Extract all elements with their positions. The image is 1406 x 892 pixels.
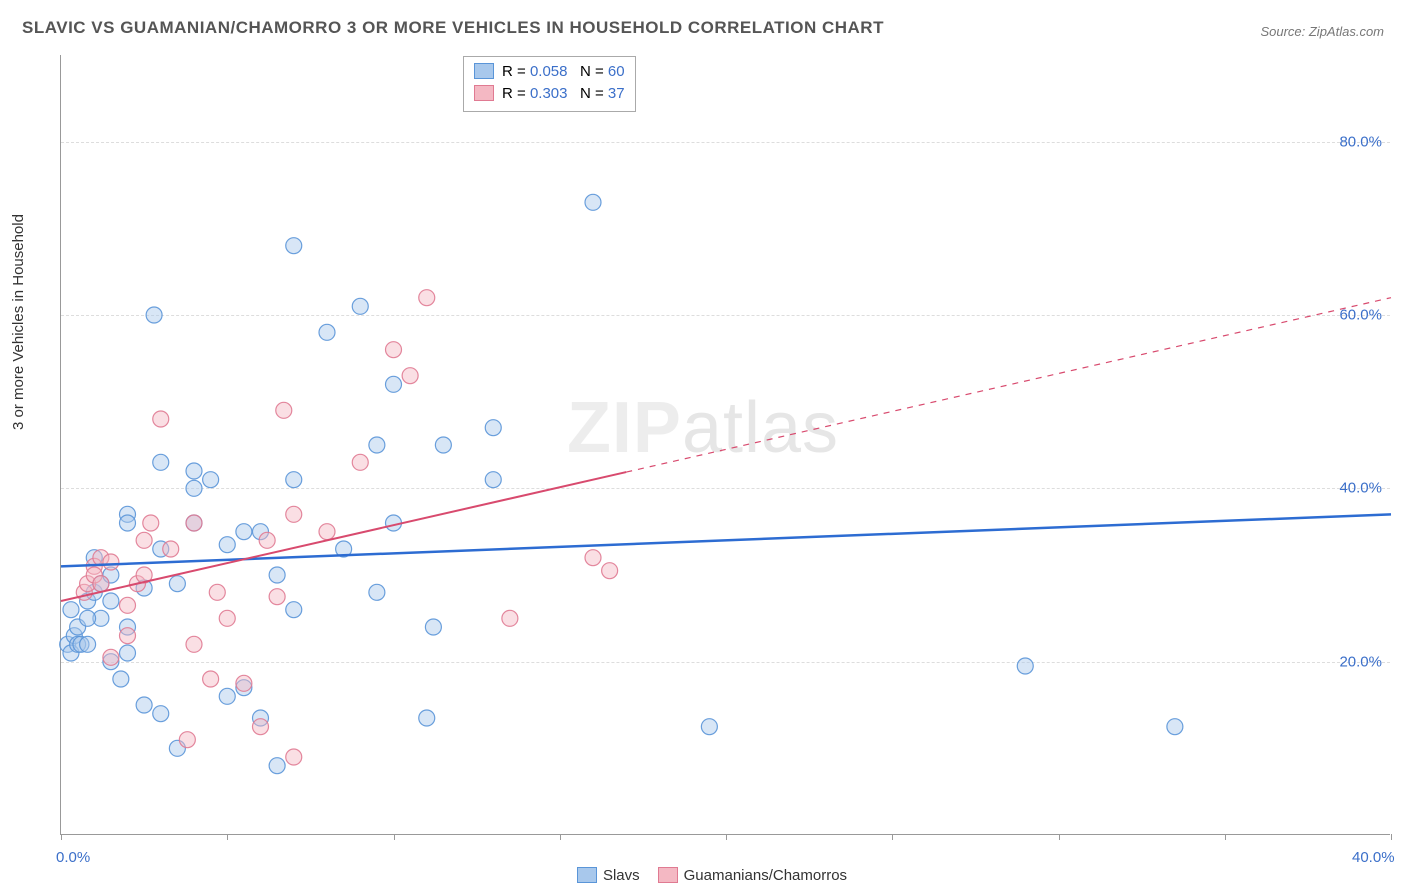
legend-label: Slavs	[603, 867, 640, 884]
data-point	[219, 688, 235, 704]
x-tick	[1059, 834, 1060, 840]
x-tick-label: 0.0%	[56, 849, 90, 866]
data-point	[236, 675, 252, 691]
r-value: 0.303	[530, 85, 568, 102]
data-point	[701, 719, 717, 735]
x-tick	[892, 834, 893, 840]
data-point	[602, 563, 618, 579]
x-tick	[560, 834, 561, 840]
bottom-legend: Slavs Guamanians/Chamorros	[0, 867, 1406, 884]
data-point	[163, 541, 179, 557]
data-point	[585, 194, 601, 210]
data-point	[103, 649, 119, 665]
data-point	[419, 710, 435, 726]
data-point	[369, 437, 385, 453]
x-tick	[1391, 834, 1392, 840]
x-tick	[61, 834, 62, 840]
data-point	[120, 515, 136, 531]
data-point	[209, 584, 225, 600]
n-value: 60	[608, 63, 625, 80]
scatter-plot-svg	[61, 55, 1390, 834]
data-point	[143, 515, 159, 531]
chart-title: SLAVIC VS GUAMANIAN/CHAMORRO 3 OR MORE V…	[22, 18, 884, 38]
data-point	[269, 567, 285, 583]
data-point	[485, 472, 501, 488]
source-attribution: Source: ZipAtlas.com	[1260, 24, 1384, 39]
trend-line-extrapolated	[626, 298, 1391, 472]
data-point	[103, 554, 119, 570]
data-point	[153, 411, 169, 427]
data-point	[169, 576, 185, 592]
data-point	[179, 732, 195, 748]
data-point	[286, 472, 302, 488]
x-tick	[726, 834, 727, 840]
r-value: 0.058	[530, 63, 568, 80]
data-point	[502, 610, 518, 626]
legend-label: Guamanians/Chamorros	[684, 867, 847, 884]
data-point	[236, 524, 252, 540]
data-point	[136, 697, 152, 713]
data-point	[485, 420, 501, 436]
data-point	[93, 576, 109, 592]
data-point	[319, 524, 335, 540]
stats-legend-box: R = 0.058 N = 60R = 0.303 N = 37	[463, 56, 636, 112]
data-point	[386, 376, 402, 392]
data-point	[186, 463, 202, 479]
data-point	[1017, 658, 1033, 674]
data-point	[63, 602, 79, 618]
data-point	[352, 298, 368, 314]
data-point	[186, 636, 202, 652]
legend-swatch	[474, 63, 494, 79]
data-point	[286, 238, 302, 254]
legend-swatch	[474, 85, 494, 101]
data-point	[435, 437, 451, 453]
y-axis-label: 3 or more Vehicles in Household	[10, 214, 27, 430]
data-point	[120, 628, 136, 644]
data-point	[80, 610, 96, 626]
data-point	[419, 290, 435, 306]
data-point	[259, 532, 275, 548]
data-point	[120, 597, 136, 613]
data-point	[352, 454, 368, 470]
data-point	[585, 550, 601, 566]
data-point	[153, 454, 169, 470]
data-point	[369, 584, 385, 600]
data-point	[219, 537, 235, 553]
data-point	[186, 515, 202, 531]
x-tick-label: 40.0%	[1352, 849, 1395, 866]
data-point	[386, 342, 402, 358]
data-point	[203, 671, 219, 687]
data-point	[136, 532, 152, 548]
data-point	[186, 480, 202, 496]
data-point	[203, 472, 219, 488]
data-point	[425, 619, 441, 635]
data-point	[219, 610, 235, 626]
data-point	[319, 324, 335, 340]
data-point	[276, 402, 292, 418]
data-point	[120, 645, 136, 661]
data-point	[286, 749, 302, 765]
data-point	[269, 589, 285, 605]
data-point	[1167, 719, 1183, 735]
n-value: 37	[608, 85, 625, 102]
data-point	[113, 671, 129, 687]
legend-swatch	[577, 867, 597, 883]
x-tick	[227, 834, 228, 840]
x-tick	[394, 834, 395, 840]
data-point	[146, 307, 162, 323]
x-tick	[1225, 834, 1226, 840]
data-point	[286, 602, 302, 618]
data-point	[103, 593, 119, 609]
data-point	[402, 368, 418, 384]
legend-swatch	[658, 867, 678, 883]
data-point	[80, 636, 96, 652]
chart-plot-area: 20.0%40.0%60.0%80.0%	[60, 55, 1390, 835]
data-point	[253, 719, 269, 735]
data-point	[153, 706, 169, 722]
stats-row: R = 0.058 N = 60	[474, 61, 625, 83]
data-point	[269, 758, 285, 774]
stats-row: R = 0.303 N = 37	[474, 83, 625, 105]
data-point	[286, 506, 302, 522]
